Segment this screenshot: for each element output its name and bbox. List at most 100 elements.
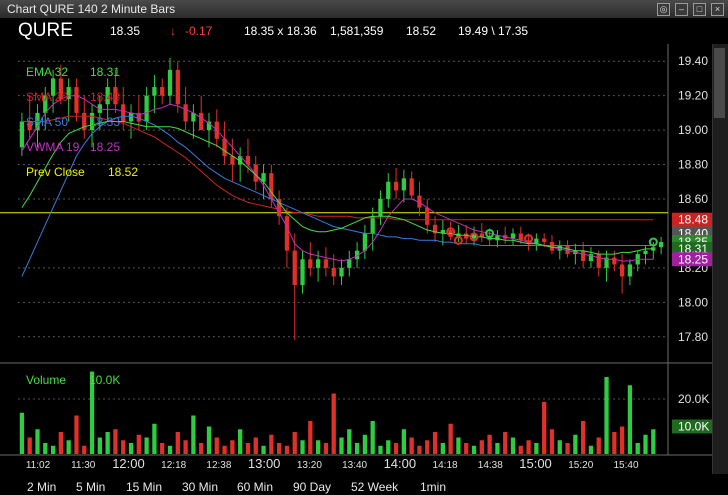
- candle-body: [518, 233, 523, 241]
- volume-bar: [518, 445, 523, 454]
- settings-button[interactable]: ◎: [657, 3, 670, 16]
- candle-body: [362, 233, 368, 251]
- timeframe-15min[interactable]: 15 Min: [126, 480, 163, 494]
- timeframe-5min[interactable]: 5 Min: [76, 480, 106, 494]
- price-tick-label: 19.00: [678, 123, 708, 137]
- candle-body: [386, 181, 391, 199]
- volume-bar: [66, 440, 71, 454]
- volume-bar: [269, 434, 274, 454]
- x-tick-label: 13:20: [297, 460, 322, 471]
- timeframe-60min[interactable]: 60 Min: [237, 480, 274, 494]
- price-tick-label: 17.80: [678, 330, 708, 344]
- volume-bar: [448, 423, 453, 454]
- volume-bar: [276, 443, 282, 454]
- candle-body: [651, 247, 656, 251]
- volume-bar: [526, 440, 531, 454]
- candle-body: [542, 238, 547, 243]
- volume-bar: [604, 377, 609, 454]
- volume-bar: [89, 371, 95, 454]
- candle-body: [82, 112, 87, 131]
- volume-bar: [253, 437, 258, 454]
- legend-label: Prev Close: [26, 165, 85, 179]
- volume-bar: [393, 443, 399, 454]
- volume-bar: [97, 437, 102, 454]
- volume-value-label: 10.0K: [89, 373, 120, 387]
- candle-body: [417, 195, 422, 208]
- volume-bar: [175, 432, 180, 454]
- timeframe-90day[interactable]: 90 Day: [293, 480, 332, 494]
- timeframe-2min[interactable]: 2 Min: [27, 480, 57, 494]
- minimize-button[interactable]: –: [675, 3, 688, 16]
- legend-label: VWMA 19: [26, 140, 80, 154]
- volume-bar: [261, 445, 266, 454]
- volume-bar: [573, 434, 578, 454]
- ema-line: [21, 121, 654, 255]
- sma50-line: [21, 115, 654, 277]
- price-tick-label: 18.80: [678, 158, 708, 172]
- candle-body: [627, 264, 633, 277]
- candle-body: [175, 69, 180, 105]
- volume-bar: [238, 429, 243, 454]
- legend-value: 18.25: [90, 140, 120, 154]
- legend-value: 18.31: [90, 65, 120, 79]
- x-tick-label: 11:02: [26, 460, 51, 471]
- x-tick-label: 11:30: [71, 460, 96, 471]
- price-tag: [672, 212, 712, 227]
- volume-bar: [487, 434, 492, 454]
- legend-label: SMA 20: [26, 90, 68, 104]
- symbol-label[interactable]: QURE: [18, 20, 73, 41]
- volume-bar: [354, 443, 360, 454]
- volume-bar: [43, 443, 48, 454]
- candle-body: [230, 155, 235, 165]
- legend-label: EMA 32: [26, 65, 68, 79]
- price-change: -0.17: [185, 24, 213, 38]
- window-titlebar: Chart QURE 140 2 Minute Bars ◎ – □ ×: [0, 0, 728, 19]
- candle-body: [339, 267, 344, 277]
- timeframe-30min[interactable]: 30 Min: [182, 480, 219, 494]
- volume-bar: [479, 440, 484, 454]
- volume-bar: [612, 432, 617, 454]
- scrollbar-thumb[interactable]: [714, 48, 725, 118]
- volume-bar: [222, 445, 227, 454]
- vertical-scrollbar[interactable]: [712, 44, 728, 474]
- candle-body: [269, 173, 274, 199]
- volume-bar: [588, 445, 594, 454]
- change-arrow-icon: ↓: [170, 24, 176, 38]
- candle-body: [378, 199, 383, 217]
- candle-body: [238, 155, 243, 165]
- volume-bar: [105, 432, 110, 454]
- last-price: 18.35: [110, 24, 141, 38]
- close-button[interactable]: ×: [711, 3, 724, 16]
- candle-body: [347, 259, 352, 268]
- candle-body: [510, 233, 516, 239]
- maximize-button[interactable]: □: [693, 3, 706, 16]
- candle-body: [409, 178, 414, 196]
- candle-body: [27, 121, 32, 131]
- candle-body: [464, 233, 469, 239]
- volume-bar: [362, 434, 368, 454]
- candle-body: [89, 112, 95, 131]
- price-tick-label: 18.60: [678, 192, 708, 206]
- volume-bar: [534, 443, 539, 454]
- volume-bar: [74, 415, 79, 454]
- candle-body: [222, 138, 227, 156]
- high-low: 19.49 \ 17.35: [458, 24, 529, 38]
- x-tick-label: 12:00: [112, 456, 145, 471]
- candle-body: [323, 259, 329, 268]
- volume-bar: [199, 443, 204, 454]
- price-tag-label: 18.48: [678, 213, 708, 227]
- timeframe-52week[interactable]: 52 Week: [351, 480, 399, 494]
- legend-label: SMA 50: [26, 115, 68, 129]
- price-volume-chart[interactable]: 19.4019.2019.0018.8018.6018.2018.0017.80…: [0, 44, 712, 475]
- volume-bar: [495, 443, 500, 454]
- volume-bar: [35, 429, 40, 454]
- volume-bar: [339, 437, 344, 454]
- candle-body: [495, 235, 500, 241]
- candle-body: [121, 104, 126, 122]
- volume-bar: [619, 426, 625, 454]
- trade-marker: [524, 234, 534, 244]
- trade-marker: [453, 235, 463, 245]
- timeframe-1min[interactable]: 1min: [420, 480, 447, 494]
- candle-body: [604, 257, 609, 268]
- volume-bar: [167, 445, 173, 454]
